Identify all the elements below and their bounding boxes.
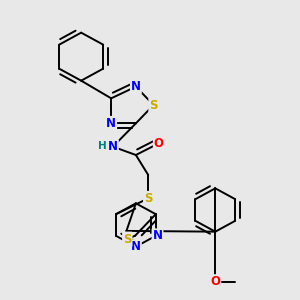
Text: S: S [144,192,152,205]
Text: S: S [149,98,158,112]
Text: N: N [131,240,141,253]
Text: H: H [98,141,107,151]
Text: N: N [108,140,118,153]
Text: N: N [106,117,116,130]
Text: N: N [131,80,141,93]
Text: N: N [152,229,163,242]
Text: S: S [123,232,131,246]
Text: O: O [154,137,164,150]
Text: O: O [210,275,220,288]
